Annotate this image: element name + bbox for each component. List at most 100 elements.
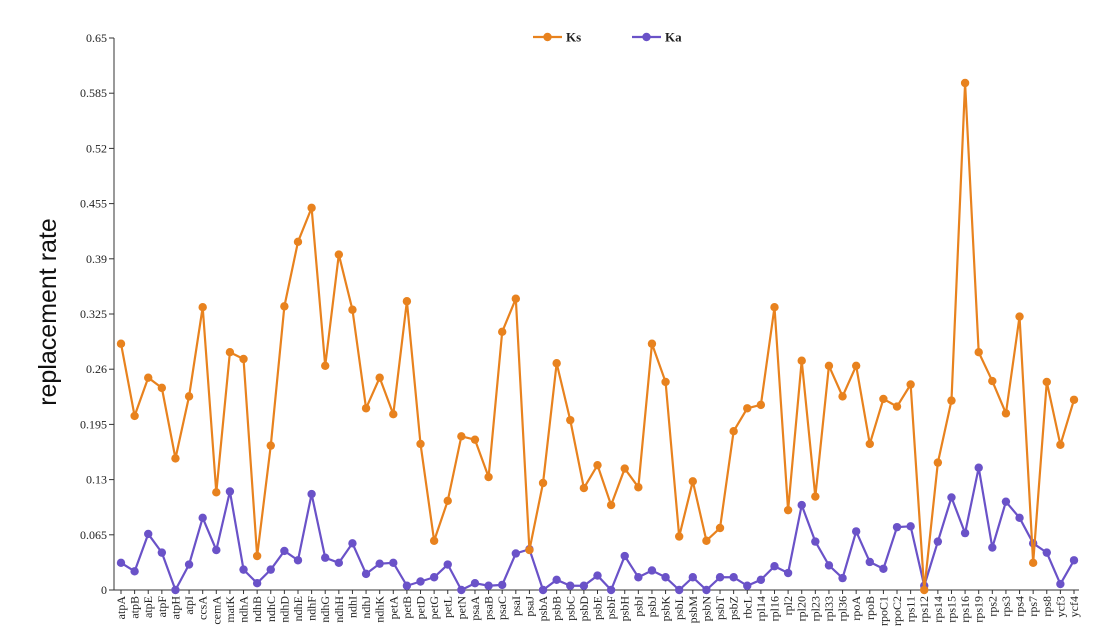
data-point-ks: [851, 361, 861, 371]
data-point-ks: [252, 551, 262, 561]
data-point-ka: [1001, 497, 1011, 506]
series-ks: [116, 78, 1079, 595]
y-tick-label: 0.26: [86, 362, 107, 376]
y-axis-label: replacement rate: [34, 218, 62, 406]
data-point-ka: [225, 487, 235, 496]
x-tick-label: ndhF: [305, 596, 319, 621]
data-point-ks: [906, 380, 915, 389]
data-point-ks: [566, 415, 575, 425]
data-point-ks: [443, 496, 452, 506]
data-point-ka: [797, 500, 806, 510]
data-point-ka: [538, 585, 548, 595]
data-point-ka: [212, 545, 221, 555]
data-point-ka: [634, 573, 643, 582]
data-point-ka: [743, 581, 752, 590]
series-line-ks: [119, 81, 1076, 592]
data-point-ks: [960, 78, 970, 88]
x-tick-label: petL: [441, 596, 455, 618]
x-tick-label: psbL: [672, 596, 686, 620]
data-point-ks: [620, 464, 629, 473]
x-tick-label: psbZ: [727, 596, 741, 620]
legend: Ks Ka: [533, 30, 682, 45]
data-point-ks: [1042, 377, 1051, 387]
x-tick-label: rpl14: [754, 596, 768, 621]
x-tick-label: rps8: [1040, 596, 1054, 617]
x-tick-label: psaI: [509, 596, 523, 616]
x-tick-label: psbH: [618, 596, 632, 622]
x-tick-label: rpl23: [808, 596, 822, 621]
data-point-ks: [879, 394, 888, 404]
data-point-ks: [661, 377, 670, 387]
data-point-ks: [647, 339, 657, 348]
x-tick-label: ndhE: [291, 596, 305, 621]
data-point-ks: [1028, 558, 1038, 568]
x-tick-label: psbN: [699, 596, 713, 622]
data-point-ks: [280, 302, 289, 311]
data-point-ka: [552, 575, 561, 585]
data-point-ka: [770, 562, 779, 571]
x-tick-label: petG: [427, 596, 441, 620]
legend-label-ka: Ka: [665, 30, 682, 45]
x-tick-label: ndhD: [277, 596, 291, 623]
x-tick-label: psbF: [604, 596, 618, 620]
data-point-ks: [538, 478, 548, 488]
x-tick-label: rbcL: [740, 596, 754, 619]
x-tick-label: psaC: [495, 596, 509, 620]
data-point-ks: [334, 250, 344, 259]
data-point-ks: [130, 411, 139, 421]
y-tick-label: 0: [101, 583, 107, 597]
data-point-ks: [470, 435, 480, 444]
y-tick-label: 0.13: [86, 473, 107, 487]
data-point-ka: [906, 522, 915, 531]
data-point-ks: [525, 545, 534, 555]
data-point-ks: [729, 426, 738, 436]
data-point-ka: [851, 527, 861, 536]
data-point-ks: [429, 536, 439, 545]
x-tick-label: psbA: [536, 596, 550, 622]
x-tick-label: atpH: [168, 596, 182, 620]
x-tick-label: petA: [386, 596, 400, 620]
x-tick-label: ndhC: [264, 596, 278, 622]
data-point-ka: [457, 585, 466, 595]
data-point-ks: [865, 439, 874, 449]
data-point-ks: [402, 297, 412, 306]
x-tick-label: psaJ: [522, 596, 536, 617]
data-point-ka: [579, 581, 589, 590]
data-point-ka: [892, 522, 902, 532]
data-point-ks: [824, 361, 834, 371]
data-point-ka: [838, 573, 847, 583]
x-tick-label: rpl20: [795, 596, 809, 621]
data-point-ka: [593, 571, 602, 580]
data-point-ka: [130, 567, 139, 576]
x-tick-label: rps11: [904, 596, 918, 622]
data-point-ks: [389, 410, 398, 419]
y-tick-label: 0.39: [86, 252, 107, 266]
x-tick-label: rpoC1: [876, 596, 890, 626]
data-point-ka: [252, 579, 262, 588]
legend-item-ka: Ka: [632, 30, 682, 45]
y-tick-label: 0.52: [86, 141, 107, 155]
data-point-ka: [1015, 513, 1024, 523]
data-point-ka: [402, 581, 412, 590]
data-point-ks: [239, 354, 248, 364]
x-tick-label: psbE: [591, 596, 605, 620]
x-tick-label: psbK: [659, 596, 673, 622]
data-point-ka: [198, 513, 207, 523]
x-tick-label: psbC: [563, 596, 577, 621]
x-tick-label: petD: [414, 596, 428, 620]
data-point-ka: [184, 560, 194, 569]
data-point-ka: [620, 551, 629, 561]
data-point-ka: [702, 585, 711, 595]
x-tick-label: ndhH: [332, 596, 346, 623]
data-point-ka: [1056, 579, 1065, 589]
data-point-ka: [783, 568, 793, 578]
data-point-ks: [1015, 312, 1024, 321]
data-point-ks: [688, 477, 697, 486]
series-ka: [116, 463, 1079, 595]
x-tick-label: psaB: [482, 596, 496, 620]
x-tick-label: psbB: [550, 596, 564, 621]
x-tick-label: rpl2: [781, 596, 795, 615]
data-point-ka: [811, 537, 820, 546]
data-point-ks: [293, 237, 303, 247]
data-point-ka: [375, 559, 384, 568]
